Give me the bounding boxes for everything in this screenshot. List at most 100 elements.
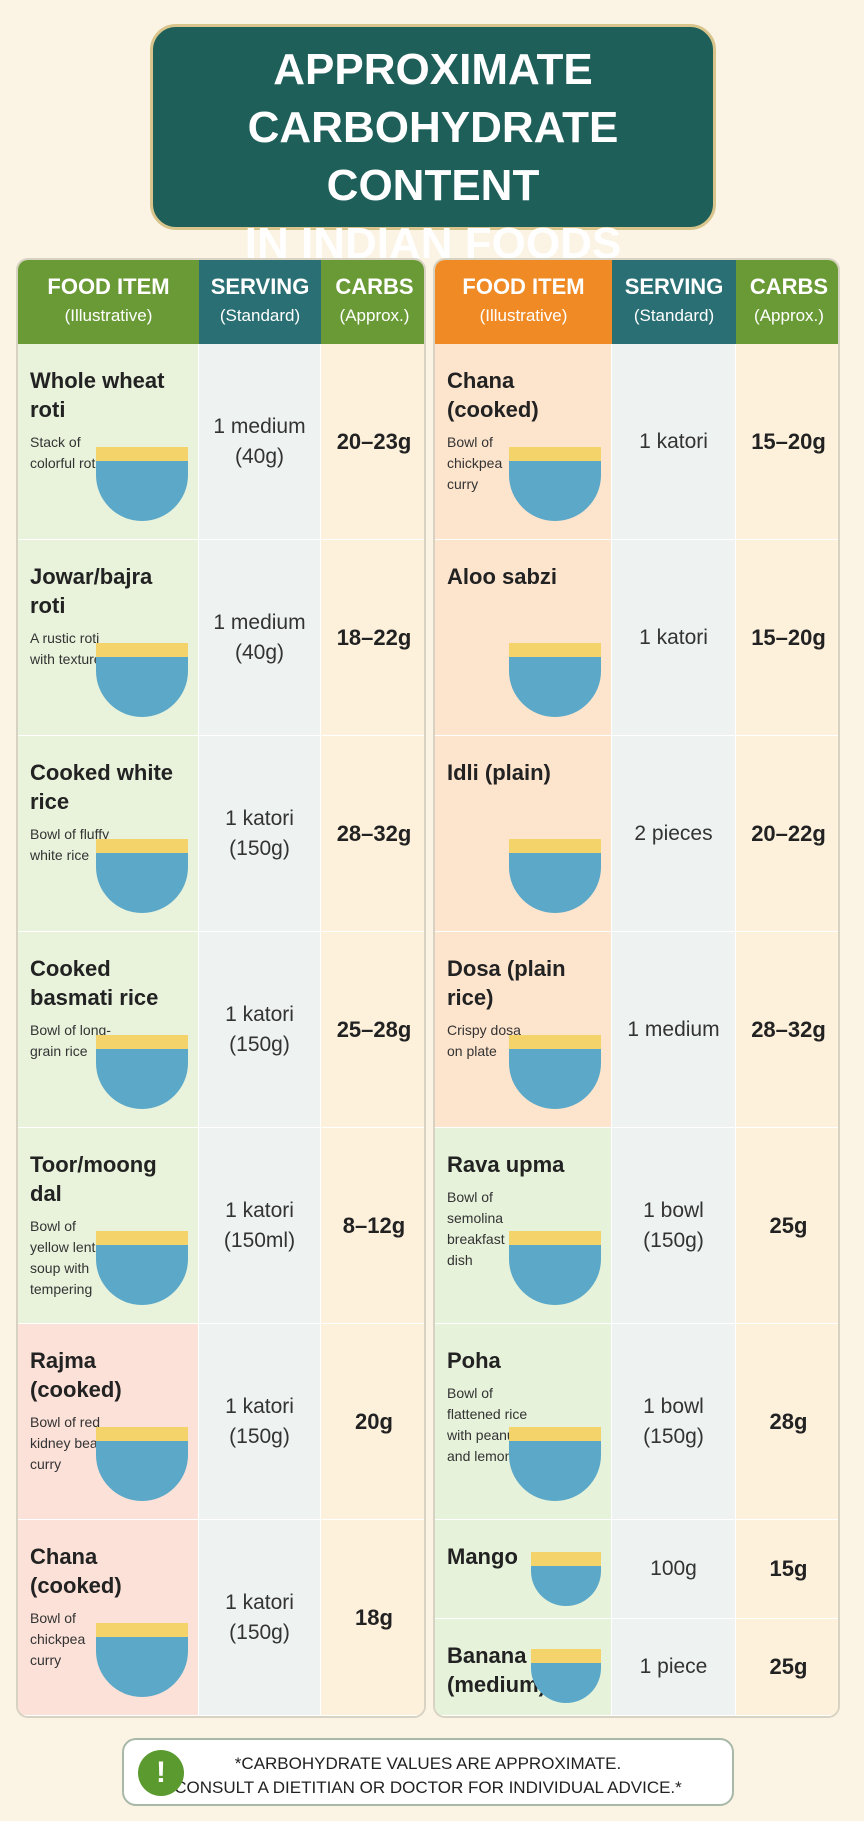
food-name: Whole wheat roti (30, 368, 165, 422)
food-description: Crispy dosa on plate (447, 1022, 521, 1059)
serving-cell: 1 medium (612, 932, 736, 1128)
food-cell: Rajma (cooked) Bowl of red kidney bean cu… (18, 1324, 199, 1520)
carbs-value: 15–20g (751, 428, 826, 454)
column-title: CARBS (749, 274, 829, 299)
serving-text: 100g (650, 1557, 697, 1580)
serving-text: 1 katori (639, 625, 708, 649)
serving-text: 1 piece (639, 1655, 708, 1678)
food-name: Chana (cooked) (447, 368, 539, 422)
food-description: Bowl of chickpea curry (30, 1610, 86, 1668)
food-description: Bowl of semolina breakfast dish (447, 1189, 505, 1268)
food-description: Bowl of chickpea curry (447, 434, 503, 492)
food-name: Cooked basmati rice (30, 956, 159, 1010)
food-illustration (509, 1427, 601, 1501)
serving-cell: 1 katori (612, 540, 736, 736)
food-cell: Chana (cooked) Bowl of chickpea curry (18, 1520, 199, 1716)
carbs-value: 20–22g (751, 820, 826, 846)
column-subtitle: (Approx.) (339, 306, 410, 325)
carbs-value: 28–32g (751, 1016, 826, 1042)
carbs-cell: 15g (736, 1520, 838, 1619)
food-cell: Toor/moong dal Bowl of yellow lentil soup… (18, 1128, 199, 1324)
carbs-cell: 20g (321, 1324, 424, 1520)
serving-text: (150g) (643, 1228, 704, 1252)
carbs-cell: 20–23g (321, 344, 424, 540)
food-name: Idli (plain) (447, 760, 551, 785)
column-header: FOOD ITEM (Illustrative) (435, 260, 612, 344)
food-illustration (96, 1427, 188, 1501)
serving-cell: 2 pieces (612, 736, 736, 932)
carbs-cell: 18g (321, 1520, 424, 1716)
serving-cell: 1 piece (612, 1619, 736, 1716)
serving-text: (150g) (229, 1620, 290, 1644)
food-name: Jowar/bajra roti (30, 564, 153, 618)
table: FOOD ITEM (Illustrative) SERVING (Standard)… (16, 258, 426, 1718)
column-header: SERVING (Standard) (612, 260, 736, 344)
serving-cell: 1 katori (150g) (199, 932, 321, 1128)
serving-text: 2 pieces (634, 821, 713, 845)
serving-text: 1 medium (627, 1017, 720, 1041)
food-description: A rustic roti with texture (30, 630, 102, 667)
food-cell: Idli (plain) (435, 736, 612, 932)
serving-cell: 1 katori (150g) (199, 1324, 321, 1520)
food-cell: Cooked basmati rice Bowl of long-grain ri… (18, 932, 199, 1128)
food-name: Cooked white rice (30, 760, 174, 814)
food-illustration (509, 839, 601, 913)
food-illustration (509, 1231, 601, 1305)
serving-cell: 1 katori (150ml) (199, 1128, 321, 1324)
alert-icon: ! (138, 1750, 184, 1796)
column-header: CARBS (Approx.) (736, 260, 838, 344)
food-cell: Aloo sabzi (435, 540, 612, 736)
food-cell: Rava upma Bowl of semolina breakfast dish (435, 1128, 612, 1324)
food-cell: Chana (cooked) Bowl of chickpea curry (435, 344, 612, 540)
column-subtitle: (Standard) (219, 306, 301, 325)
footer-line: *CARBOHYDRATE VALUES ARE APPROXIMATE. (234, 1754, 622, 1773)
column-subtitle: (Illustrative) (64, 306, 153, 325)
column-title: SERVING (210, 274, 310, 299)
food-cell: Poha Bowl of flattened rice with peanuts … (435, 1324, 612, 1520)
serving-cell: 1 katori (150g) (199, 1520, 321, 1716)
food-description: Bowl of flattened rice with peanuts and … (447, 1385, 528, 1464)
serving-text: 1 medium (213, 610, 306, 634)
food-illustration (96, 447, 188, 521)
footer-line: CONSULT A DIETITIAN OR DOCTOR FOR INDIVI… (174, 1778, 682, 1797)
carbs-cell: 25–28g (321, 932, 424, 1128)
food-name: Chana (cooked) (30, 1544, 122, 1598)
serving-cell: 100g (612, 1520, 736, 1619)
food-name: Banana (medium) (447, 1643, 546, 1697)
carbs-value: 25g (769, 1212, 808, 1238)
carbs-cell: 18–22g (321, 540, 424, 736)
food-name: Rajma (cooked) (30, 1348, 122, 1402)
serving-text: 1 katori (225, 1394, 294, 1418)
carbs-cell: 28–32g (736, 932, 838, 1128)
food-illustration (509, 643, 601, 717)
food-cell: Banana (medium) (435, 1619, 612, 1716)
carbs-cell: 25g (736, 1619, 838, 1716)
serving-text: (150g) (643, 1424, 704, 1448)
food-name: Poha (447, 1348, 501, 1373)
food-description: Bowl of long-grain rice (30, 1022, 111, 1059)
food-description: Stack of colorful rotis (30, 434, 106, 471)
food-illustration (531, 1552, 601, 1606)
table: FOOD ITEM (Illustrative) SERVING (Standard)… (433, 258, 840, 1718)
serving-text: 1 bowl (643, 1394, 704, 1418)
serving-text: (150ml) (223, 1228, 296, 1252)
column-subtitle: (Approx.) (754, 306, 824, 325)
serving-text: 1 katori (639, 429, 708, 453)
food-cell: Cooked white rice Bowl of fluffy white ri… (18, 736, 199, 932)
food-illustration (96, 839, 188, 913)
column-header: CARBS (Approx.) (321, 260, 424, 344)
carbs-cell: 15–20g (736, 344, 838, 540)
carbs-value: 15–20g (751, 624, 826, 650)
carbs-cell: 28–32g (321, 736, 424, 932)
serving-text: 1 bowl (643, 1198, 704, 1222)
carbs-value: 8–12g (342, 1212, 406, 1238)
food-cell: Whole wheat roti Stack of colorful rotis (18, 344, 199, 540)
serving-text: (150g) (229, 1032, 290, 1056)
serving-text: 1 medium (213, 414, 306, 438)
carbs-value: 28g (769, 1408, 808, 1434)
food-name: Aloo sabzi (447, 564, 558, 589)
serving-text: (40g) (234, 444, 285, 468)
serving-text: 1 katori (225, 1002, 294, 1026)
serving-cell: 1 katori (612, 344, 736, 540)
